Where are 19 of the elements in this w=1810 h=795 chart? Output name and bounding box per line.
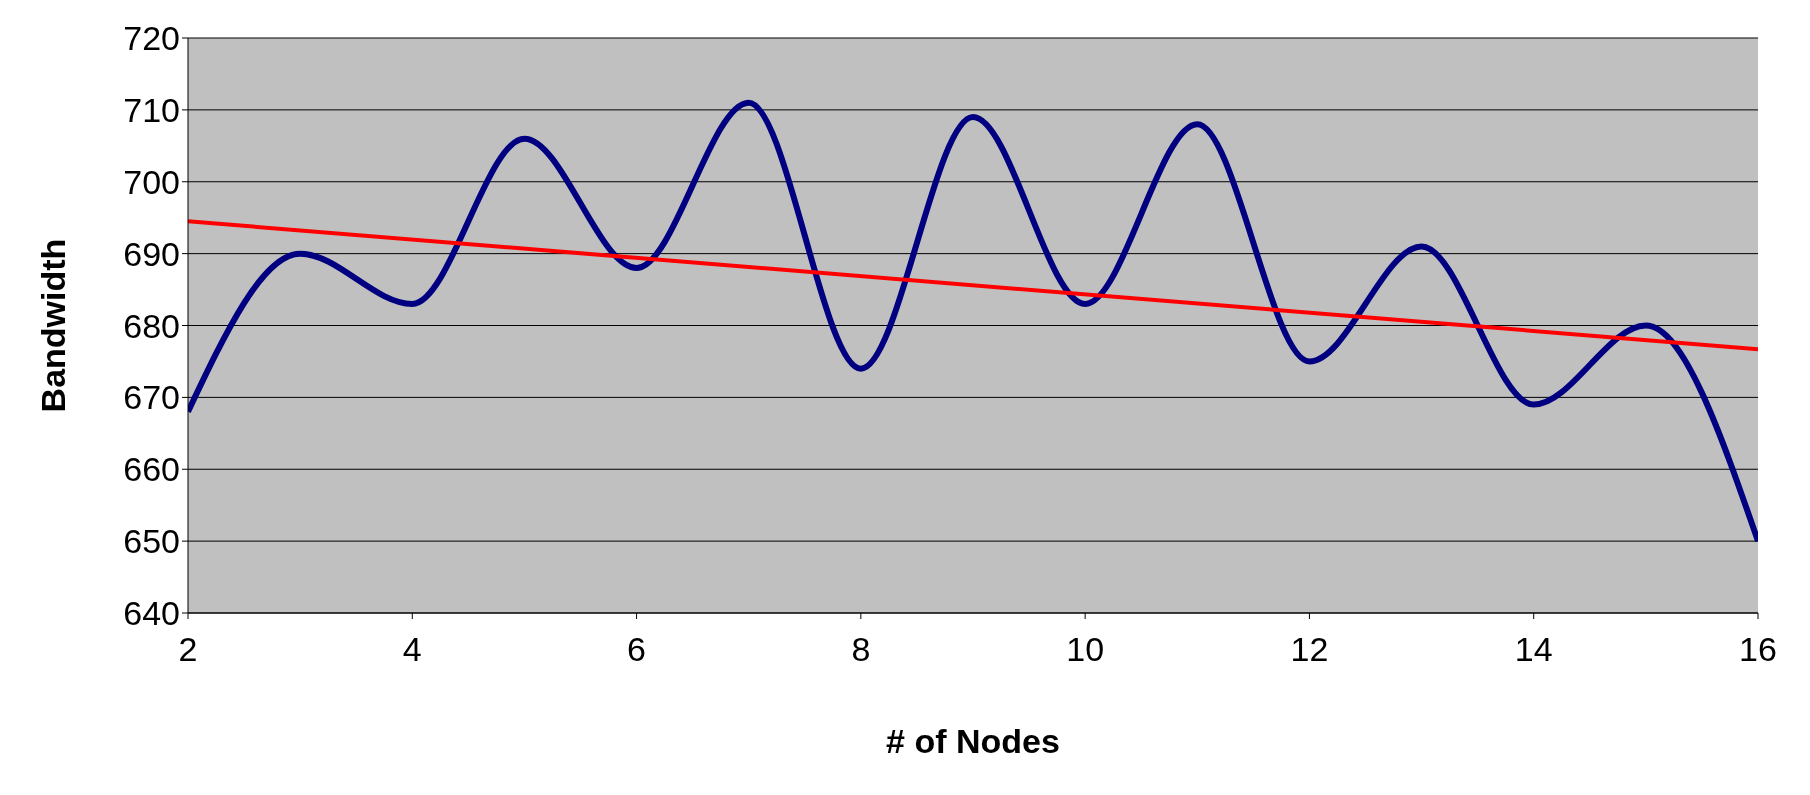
x-tick-label: 12 (1290, 630, 1329, 669)
x-tick-label: 6 (627, 630, 647, 669)
x-tick-label: 8 (851, 630, 871, 669)
x-tick-label: 16 (1739, 630, 1777, 669)
y-tick-label: 680 (123, 306, 180, 345)
y-axis-title: Bandwidth (34, 238, 73, 413)
x-tick-label: 4 (402, 630, 422, 669)
x-tick-label: 10 (1066, 630, 1105, 669)
y-tick-label: 720 (123, 19, 180, 58)
y-tick-label: 640 (123, 594, 180, 633)
x-axis-title: # of Nodes (886, 722, 1060, 760)
y-tick-label: 660 (123, 450, 180, 489)
y-tick-label: 700 (123, 162, 180, 201)
y-tick-label: 690 (123, 234, 180, 273)
x-tick-label: 14 (1514, 630, 1553, 669)
x-tick-label: 2 (178, 630, 198, 669)
y-tick-label: 650 (123, 522, 180, 561)
y-tick-label: 710 (123, 90, 180, 129)
y-tick-label: 670 (123, 378, 180, 417)
